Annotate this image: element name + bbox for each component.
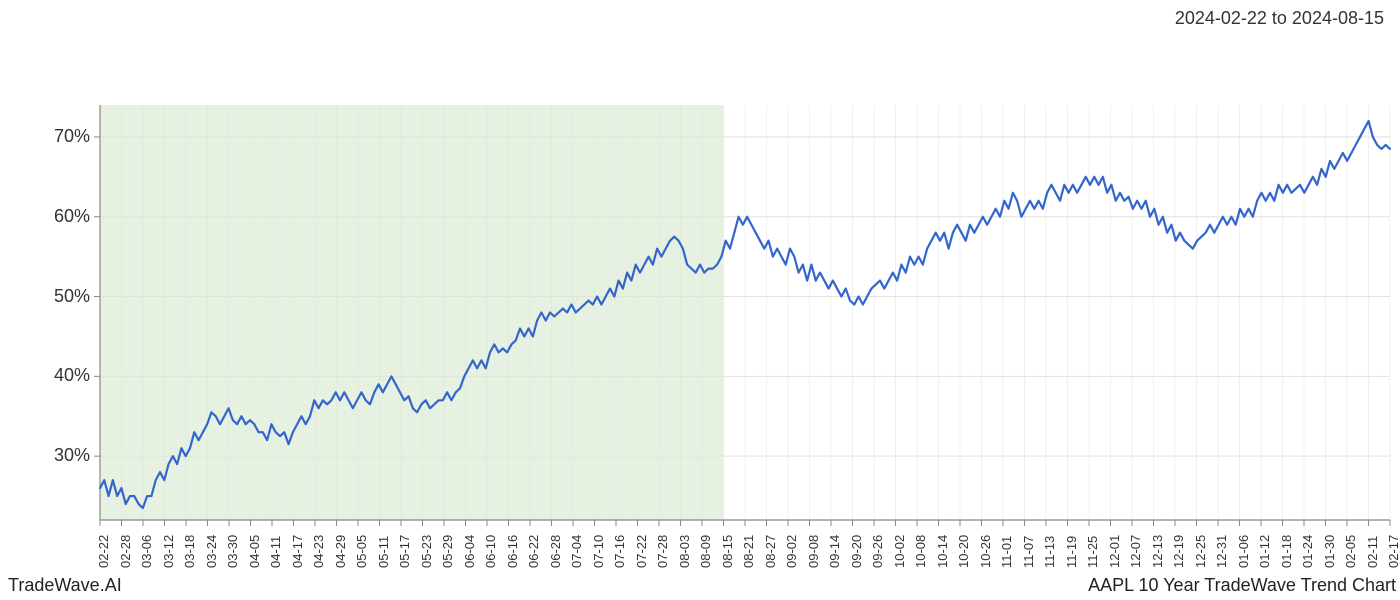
x-tick-label: 03-18: [182, 535, 197, 568]
y-tick-label: 50%: [0, 286, 90, 307]
x-tick-label: 10-08: [913, 535, 928, 568]
x-tick-label: 12-31: [1214, 535, 1229, 568]
x-tick-label: 09-26: [870, 535, 885, 568]
y-tick-label: 30%: [0, 445, 90, 466]
x-tick-label: 11-07: [1021, 536, 1036, 568]
chart-svg: [0, 50, 1400, 530]
x-tick-label: 02-22: [96, 535, 111, 568]
x-tick-label: 03-24: [204, 535, 219, 568]
date-range-label: 2024-02-22 to 2024-08-15: [1175, 8, 1384, 29]
x-tick-label: 08-21: [741, 535, 756, 568]
x-tick-label: 09-08: [806, 535, 821, 568]
x-tick-label: 05-11: [376, 536, 391, 568]
x-tick-label: 09-20: [849, 535, 864, 568]
x-tick-label: 11-19: [1064, 536, 1079, 568]
x-tick-label: 04-11: [268, 536, 283, 568]
x-tick-label: 11-25: [1085, 536, 1100, 568]
x-tick-label: 01-06: [1236, 535, 1251, 568]
x-tick-label: 05-17: [397, 535, 412, 568]
x-tick-label: 11-13: [1042, 536, 1057, 568]
x-tick-label: 11-01: [999, 536, 1014, 568]
x-tick-label: 12-13: [1150, 535, 1165, 568]
x-tick-label: 06-28: [548, 535, 563, 568]
x-tick-label: 05-29: [440, 535, 455, 568]
chart-title-caption: AAPL 10 Year TradeWave Trend Chart: [1088, 575, 1396, 596]
x-tick-label: 07-16: [612, 535, 627, 568]
y-tick-label: 40%: [0, 365, 90, 386]
x-tick-label: 02-11: [1365, 536, 1380, 568]
x-tick-label: 07-28: [655, 535, 670, 568]
x-tick-label: 08-09: [698, 535, 713, 568]
x-tick-label: 08-15: [720, 535, 735, 568]
x-tick-label: 08-27: [763, 535, 778, 568]
x-tick-label: 03-06: [139, 535, 154, 568]
x-tick-label: 09-02: [784, 535, 799, 568]
x-tick-label: 04-23: [311, 535, 326, 568]
x-tick-label: 12-19: [1171, 535, 1186, 568]
x-tick-label: 01-24: [1300, 535, 1315, 568]
x-tick-label: 12-25: [1193, 535, 1208, 568]
x-tick-label: 01-30: [1322, 535, 1337, 568]
x-tick-label: 03-12: [161, 535, 176, 568]
x-tick-label: 02-05: [1343, 535, 1358, 568]
x-tick-label: 03-30: [225, 535, 240, 568]
x-tick-label: 10-14: [935, 535, 950, 568]
x-tick-label: 10-02: [892, 535, 907, 568]
x-tick-label: 07-10: [591, 535, 606, 568]
trend-chart: 30%40%50%60%70% 02-2202-2803-0603-1203-1…: [0, 50, 1400, 530]
x-tick-label: 09-14: [827, 535, 842, 568]
x-tick-label: 12-07: [1128, 535, 1143, 568]
y-tick-label: 70%: [0, 126, 90, 147]
x-tick-label: 06-16: [505, 535, 520, 568]
brand-watermark: TradeWave.AI: [8, 575, 122, 596]
x-tick-label: 02-17: [1386, 535, 1400, 568]
x-tick-label: 02-28: [118, 535, 133, 568]
x-tick-label: 10-26: [978, 535, 993, 568]
x-tick-label: 04-05: [247, 535, 262, 568]
x-tick-label: 04-17: [290, 535, 305, 568]
x-tick-label: 01-12: [1257, 535, 1272, 568]
x-tick-label: 05-23: [419, 535, 434, 568]
x-tick-label: 04-29: [333, 535, 348, 568]
x-tick-label: 01-18: [1279, 535, 1294, 568]
x-tick-label: 07-22: [634, 535, 649, 568]
x-tick-label: 06-10: [483, 535, 498, 568]
x-tick-label: 05-05: [354, 535, 369, 568]
x-tick-label: 12-01: [1107, 535, 1122, 568]
x-tick-label: 07-04: [569, 535, 584, 568]
x-tick-label: 06-04: [462, 535, 477, 568]
x-tick-label: 06-22: [526, 535, 541, 568]
x-tick-label: 10-20: [956, 535, 971, 568]
y-tick-label: 60%: [0, 206, 90, 227]
x-tick-label: 08-03: [677, 535, 692, 568]
